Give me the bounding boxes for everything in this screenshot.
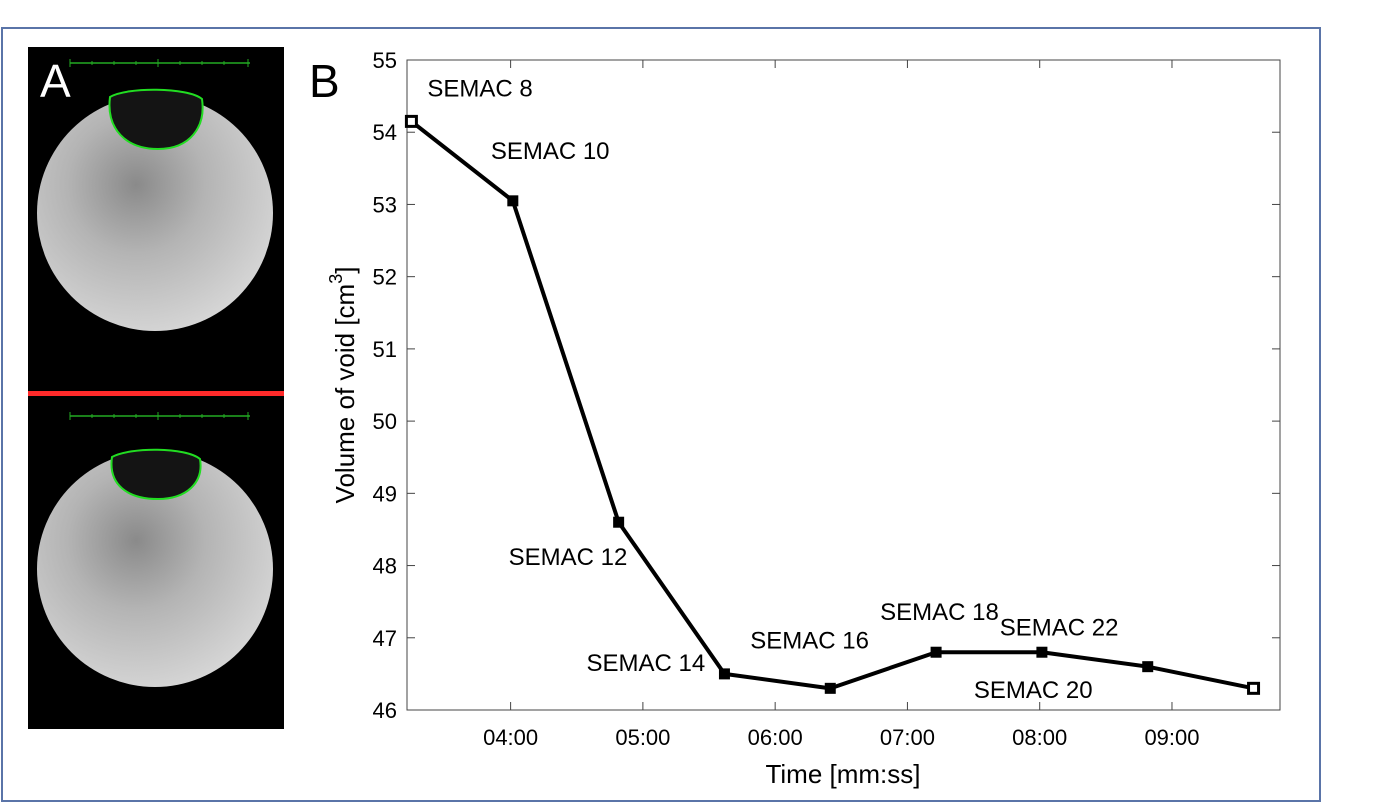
data-label: SEMAC 22 [1000,615,1119,642]
x-tick-label: 08:00 [1012,725,1067,750]
y-tick-label: 53 [373,192,397,217]
y-tick-label: 49 [373,481,397,506]
y-tick-label: 48 [373,554,397,579]
plot-frame [406,59,1281,711]
scale-ticks [69,59,249,67]
panel-label-b: B [309,55,340,107]
y-tick-label: 50 [373,409,397,434]
void-contour-top [108,88,204,151]
data-label: SEMAC 20 [974,677,1093,704]
data-label: SEMAC 8 [427,75,532,102]
data-point [404,114,418,128]
y-tick-label: 55 [373,48,397,73]
data-label: SEMAC 10 [491,138,610,165]
data-point [1247,681,1261,695]
x-tick-label: 09:00 [1144,725,1199,750]
y-tick-label: 47 [373,626,397,651]
data-point [718,668,730,680]
phantom-slice-bottom [37,451,273,687]
series-line [410,119,1254,691]
data-label: SEMAC 16 [750,627,869,654]
data-label: SEMAC 18 [880,599,999,626]
panel-label-a: A [40,55,71,107]
y-tick-label: 46 [373,698,397,723]
phantom-slice-top [37,95,273,331]
data-point [1142,661,1154,673]
y-axis-label: Volume of void [cm3] [326,267,360,504]
y-tick-label: 54 [373,120,397,145]
data-point [930,646,942,658]
x-tick-label: 04:00 [483,725,538,750]
data-point [507,195,519,207]
x-tick-label: 05:00 [615,725,670,750]
image-separator [28,391,284,396]
x-tick-label: 06:00 [748,725,803,750]
y-tick-label: 52 [373,265,397,290]
mri-image-panel [28,47,284,729]
data-label: SEMAC 12 [509,544,628,571]
mri-images [28,59,284,687]
y-tick-label: 51 [373,337,397,362]
x-axis-label: Time [mm:ss] [765,759,920,789]
scale-ticks [69,412,249,420]
data-point [613,516,625,528]
data-point [1036,646,1048,658]
void-contour-bottom [110,448,202,501]
data-point [824,682,836,694]
data-label: SEMAC 14 [586,650,705,677]
x-tick-label: 07:00 [880,725,935,750]
